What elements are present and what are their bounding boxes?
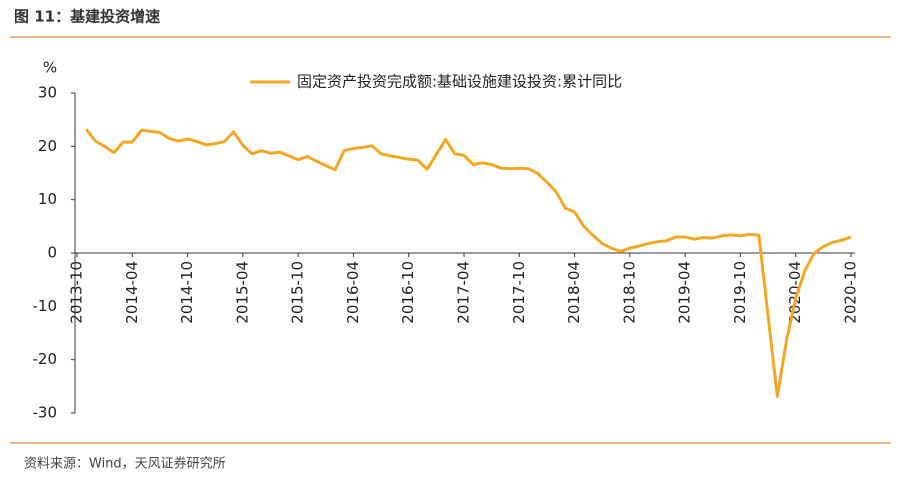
y-unit: % bbox=[43, 59, 57, 77]
x-tick-label: 2014-10 bbox=[178, 261, 196, 324]
x-tick-label: 2013-10 bbox=[68, 261, 86, 324]
y-tick-label: -10 bbox=[33, 297, 58, 315]
x-tick-label: 2015-10 bbox=[289, 261, 307, 324]
y-tick-label: -20 bbox=[33, 350, 58, 368]
x-tick-label: 2020-04 bbox=[786, 261, 804, 324]
y-tick-label: 10 bbox=[38, 190, 57, 208]
y-tick-label: 0 bbox=[47, 244, 57, 262]
x-tick-label: 2016-10 bbox=[399, 261, 417, 324]
x-tick-label: 2019-10 bbox=[731, 261, 749, 324]
y-tick-label: 20 bbox=[38, 137, 57, 155]
x-tick-label: 2018-10 bbox=[620, 261, 638, 324]
x-tick-label: 2016-04 bbox=[344, 261, 362, 324]
y-tick-label: 30 bbox=[38, 84, 57, 102]
x-tick-label: 2017-04 bbox=[455, 261, 473, 324]
x-tick-label: 2018-04 bbox=[565, 261, 583, 324]
legend-label: 固定资产投资完成额:基础设施建设投资:累计同比 bbox=[297, 73, 622, 91]
x-tick-label: 2017-10 bbox=[510, 261, 528, 324]
y-tick-label: -30 bbox=[33, 404, 58, 422]
page-title: 图 11：基建投资增速 bbox=[14, 8, 160, 26]
x-tick-label: 2014-04 bbox=[123, 261, 141, 324]
x-tick-label: 2015-04 bbox=[233, 261, 251, 324]
series-line bbox=[85, 128, 852, 398]
x-tick-label: 2020-10 bbox=[842, 261, 860, 324]
source-note: 资料来源：Wind，天风证券研究所 bbox=[24, 456, 226, 472]
x-tick-label: 2019-04 bbox=[676, 261, 694, 324]
